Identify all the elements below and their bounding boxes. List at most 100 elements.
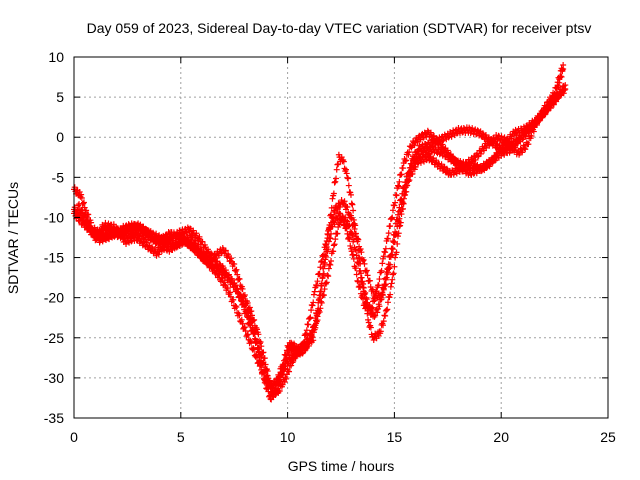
data-point — [328, 219, 335, 226]
data-point — [386, 294, 393, 301]
data-point — [236, 312, 243, 319]
data-point — [224, 285, 231, 292]
data-point — [413, 137, 420, 144]
data-point — [232, 268, 239, 275]
data-point — [331, 241, 338, 248]
data-point — [273, 381, 280, 388]
data-point — [389, 271, 396, 278]
data-point — [318, 299, 325, 306]
data-point — [339, 213, 346, 220]
data-point — [552, 97, 559, 104]
data-point — [394, 182, 401, 189]
data-point — [264, 368, 271, 375]
data-point — [397, 222, 404, 229]
data-point — [396, 178, 403, 185]
data-point — [379, 291, 386, 298]
data-point — [557, 92, 564, 99]
data-point — [298, 345, 305, 352]
data-point — [327, 235, 334, 242]
data-point — [394, 211, 401, 218]
data-point — [328, 257, 335, 264]
data-point — [560, 90, 567, 97]
data-point — [391, 202, 398, 209]
data-point — [244, 299, 251, 306]
data-point — [367, 324, 374, 331]
data-point — [281, 357, 288, 364]
data-point — [379, 260, 386, 267]
data-point — [81, 211, 88, 218]
data-point — [225, 272, 232, 279]
data-point — [305, 338, 312, 345]
data-point — [330, 248, 337, 255]
y-tick-label: -20 — [44, 290, 64, 306]
data-point — [212, 254, 219, 261]
data-point — [347, 212, 354, 219]
data-point — [249, 312, 255, 319]
data-point — [357, 246, 364, 253]
data-point — [427, 129, 434, 136]
data-point — [236, 275, 243, 282]
data-point — [87, 226, 94, 233]
data-point — [349, 232, 356, 239]
x-tick-label: 25 — [600, 429, 616, 445]
axis-ticks — [73, 56, 609, 419]
data-point — [222, 247, 229, 254]
data-point — [391, 263, 398, 270]
data-point — [80, 199, 87, 206]
data-point — [374, 309, 381, 316]
data-point — [318, 259, 325, 266]
data-point — [291, 344, 298, 351]
data-point — [276, 372, 283, 379]
data-point — [305, 321, 312, 328]
data-point — [313, 281, 320, 288]
data-point — [78, 206, 85, 213]
data-point — [390, 270, 397, 277]
data-point — [559, 66, 566, 73]
data-point — [311, 326, 318, 333]
data-point — [405, 151, 412, 158]
data-point — [238, 296, 245, 303]
data-point — [174, 243, 181, 250]
data-point — [363, 268, 370, 275]
data-point — [394, 223, 401, 230]
data-point — [326, 261, 333, 268]
data-point — [324, 272, 331, 279]
data-point — [365, 316, 372, 323]
data-point — [296, 348, 303, 355]
data-point — [314, 278, 321, 285]
data-point — [405, 178, 412, 185]
data-point — [244, 331, 251, 338]
data-point — [348, 248, 355, 255]
data-point — [557, 74, 564, 81]
data-point — [85, 222, 92, 229]
data-point — [403, 188, 410, 195]
data-point — [402, 158, 409, 165]
data-point — [253, 326, 260, 333]
data-point — [221, 279, 228, 286]
data-point — [199, 238, 206, 245]
y-tick-labels: -35 -30 -25 -20 -15 -10 -5 0 5 10 — [44, 49, 64, 426]
data-point — [479, 130, 486, 137]
data-point — [359, 278, 366, 285]
data-point — [480, 166, 487, 173]
data-point — [303, 332, 310, 339]
data-point — [350, 221, 357, 228]
data-point — [472, 156, 479, 163]
data-point — [138, 235, 145, 242]
series-track-4 — [71, 86, 569, 391]
data-point — [430, 133, 437, 140]
data-point — [140, 223, 147, 230]
data-point — [78, 191, 85, 198]
data-point — [345, 175, 352, 182]
data-point — [357, 284, 364, 291]
data-point — [216, 271, 223, 278]
data-point — [330, 207, 337, 214]
data-point — [440, 137, 447, 144]
data-point — [333, 175, 340, 182]
data-point — [522, 146, 529, 153]
data-point — [308, 307, 315, 314]
data-point — [344, 218, 351, 225]
data-point — [378, 267, 385, 274]
data-point — [318, 282, 325, 289]
data-point — [234, 271, 241, 278]
